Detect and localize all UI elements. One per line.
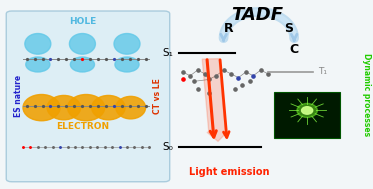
Text: ES nature: ES nature	[14, 75, 23, 117]
Ellipse shape	[297, 103, 317, 118]
Ellipse shape	[25, 33, 51, 54]
Text: Light emission: Light emission	[189, 167, 269, 177]
Text: TADF: TADF	[231, 6, 283, 24]
Ellipse shape	[26, 57, 50, 72]
Ellipse shape	[70, 57, 94, 72]
Text: S: S	[284, 22, 293, 35]
Ellipse shape	[116, 96, 145, 119]
Text: S₀: S₀	[163, 142, 173, 152]
Text: HOLE: HOLE	[69, 17, 96, 26]
Text: CT vs LE: CT vs LE	[153, 78, 162, 114]
Text: I: I	[257, 8, 260, 18]
Text: ELECTRON: ELECTRON	[56, 122, 109, 131]
Text: T₁: T₁	[318, 67, 327, 77]
FancyBboxPatch shape	[6, 11, 170, 182]
Ellipse shape	[69, 33, 95, 54]
FancyBboxPatch shape	[275, 92, 340, 138]
Text: Dynamic processes: Dynamic processes	[362, 53, 371, 136]
Text: S₁: S₁	[163, 48, 173, 58]
Text: C: C	[289, 43, 299, 56]
Ellipse shape	[301, 107, 313, 114]
Text: R: R	[223, 22, 233, 35]
Ellipse shape	[114, 33, 140, 54]
FancyArrow shape	[202, 59, 228, 141]
Ellipse shape	[47, 95, 81, 120]
Ellipse shape	[92, 95, 125, 120]
Ellipse shape	[115, 57, 139, 72]
Ellipse shape	[68, 94, 105, 121]
Ellipse shape	[23, 94, 60, 121]
